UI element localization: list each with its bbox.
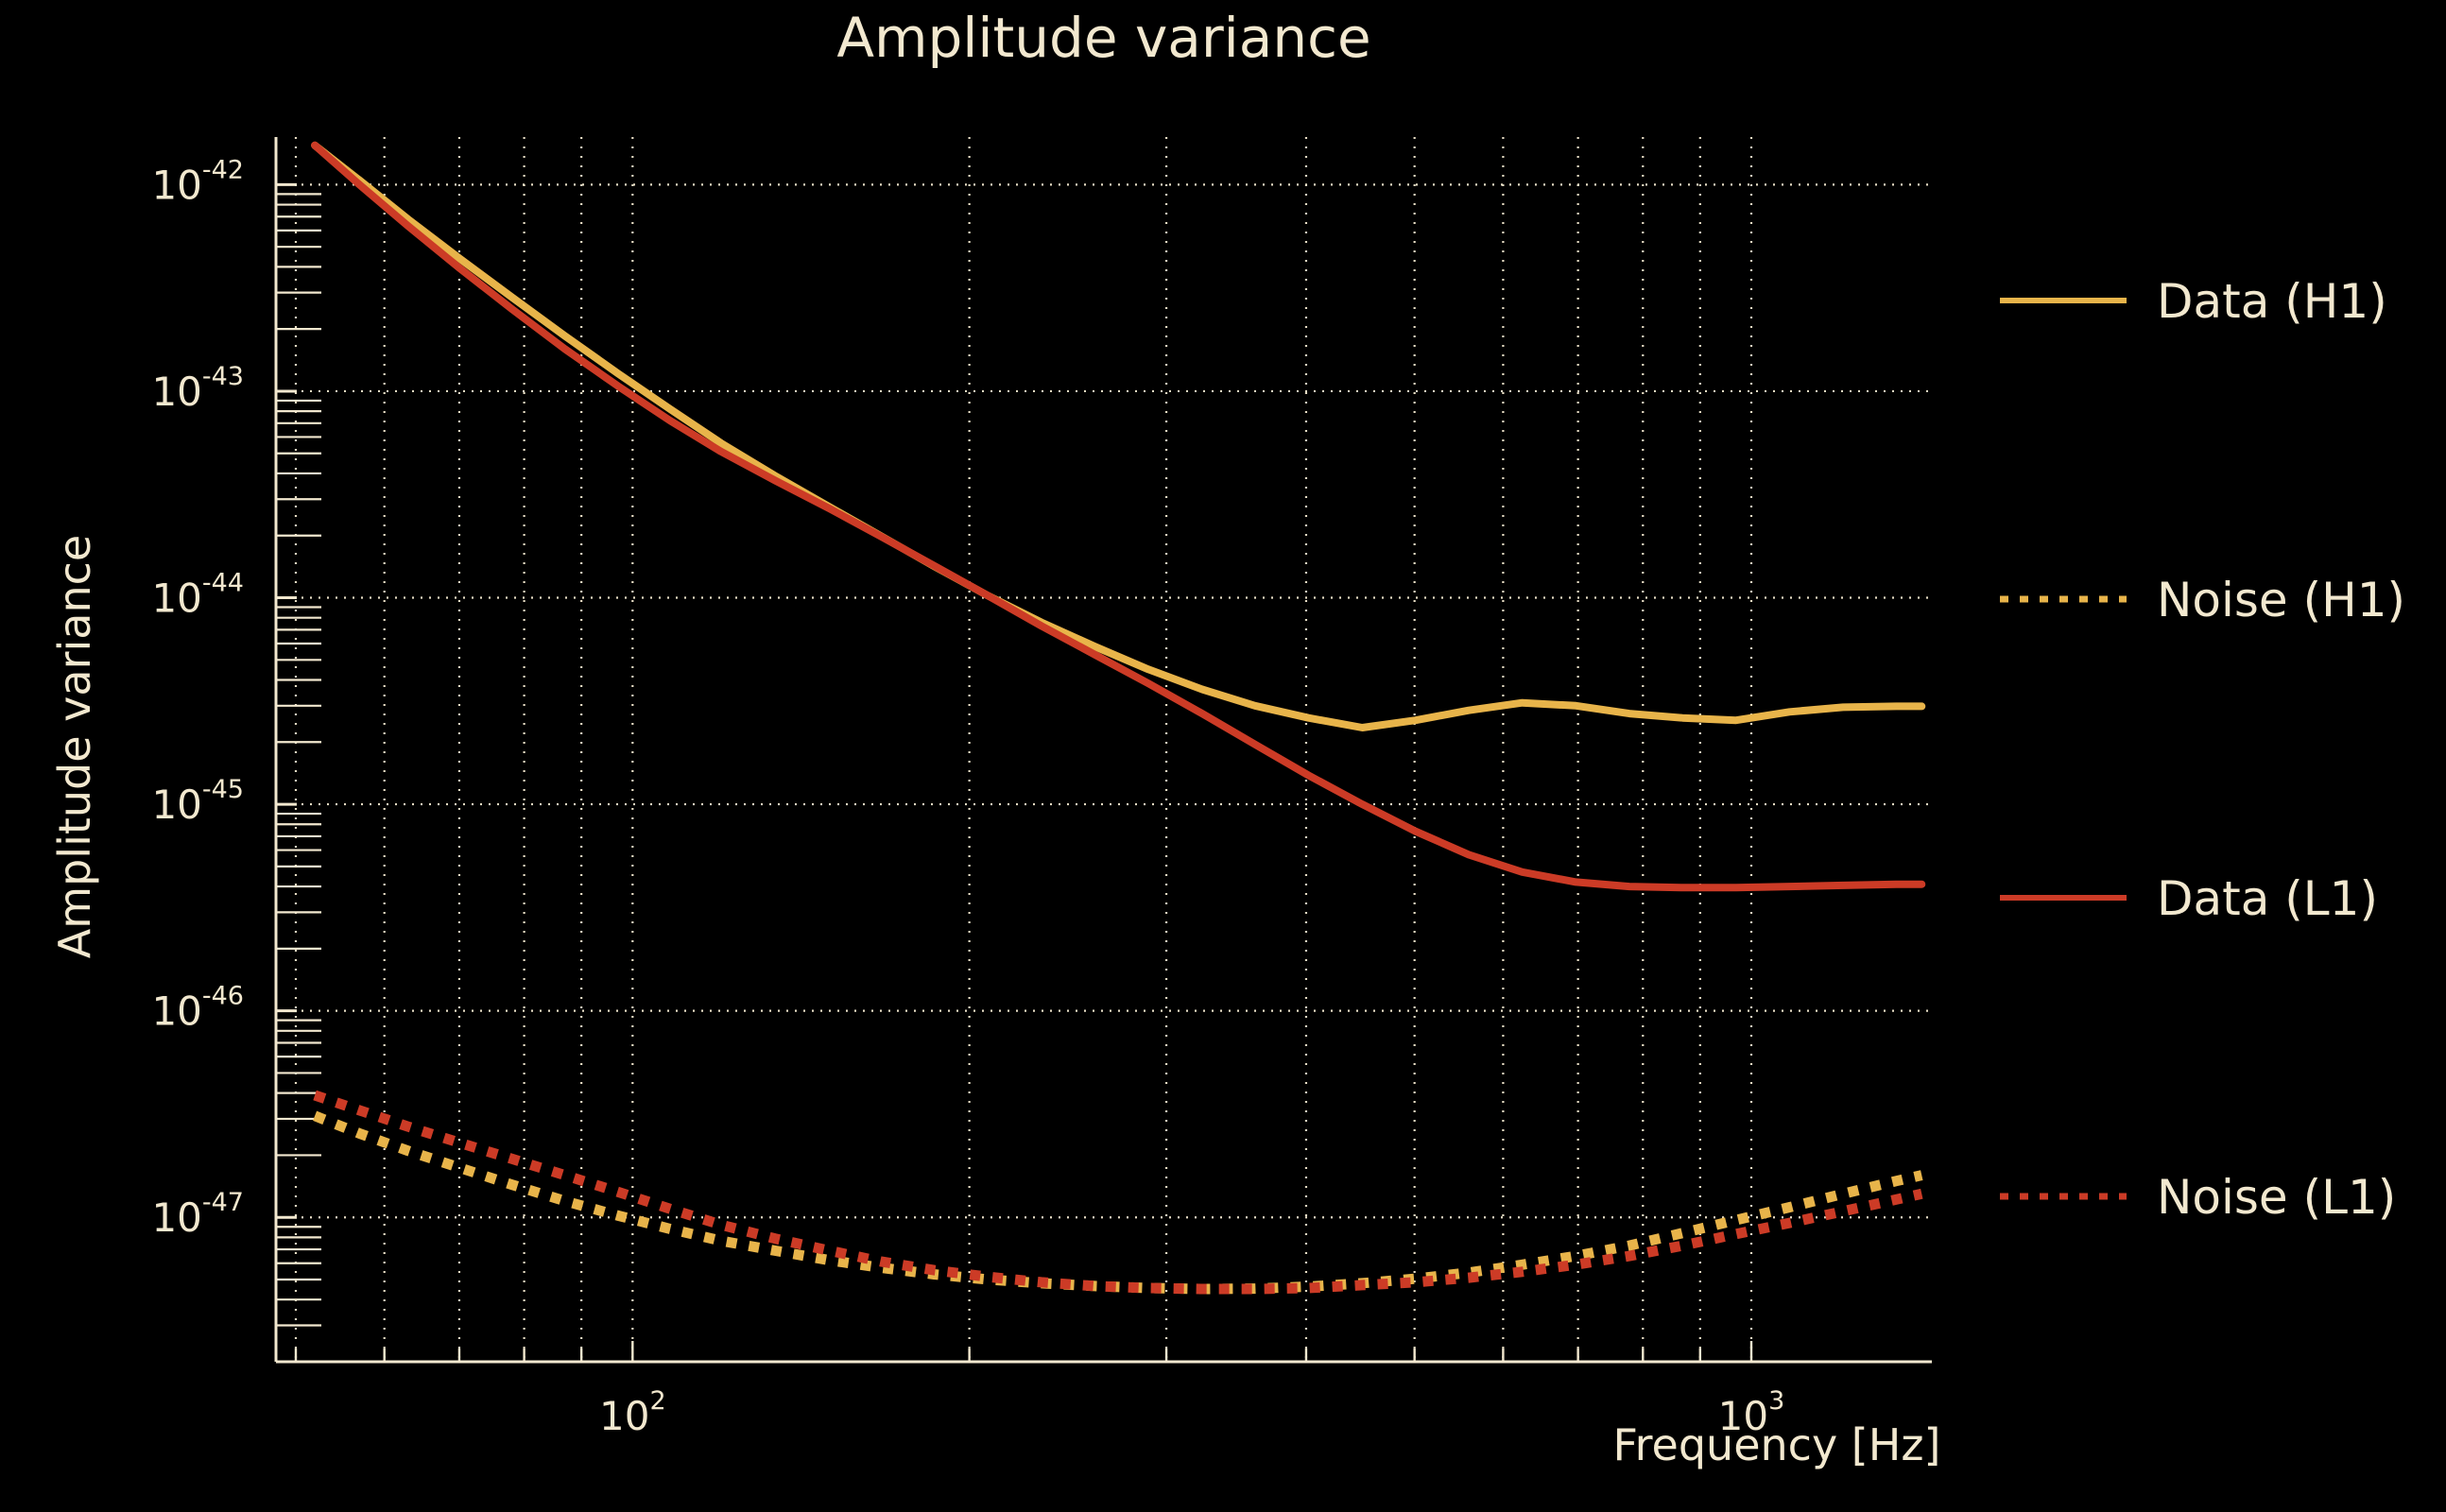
- x-tick-label: 103: [1718, 1386, 1785, 1439]
- x-tick-label: 102: [599, 1386, 666, 1439]
- minor-ticks: [276, 193, 321, 1364]
- x-axis-label: Frequency [Hz]: [1613, 1419, 1941, 1470]
- y-tick-label: 10-44: [151, 569, 244, 622]
- y-tick-label: 10-42: [151, 155, 244, 208]
- y-tick-label: 10-46: [151, 982, 244, 1035]
- chart-legend: Data (H1) Noise (H1) Data (L1) Noise (L1): [2000, 274, 2405, 1225]
- y-tick-label: 10-47: [151, 1188, 244, 1241]
- series-line: [313, 1110, 1923, 1295]
- data-series: [311, 141, 1926, 1295]
- major-ticks: [276, 182, 1753, 1362]
- x-tick-labels: 102 103: [599, 1386, 1784, 1439]
- legend-label: Data (L1): [2157, 871, 2378, 926]
- series-line: [313, 1090, 1923, 1295]
- series-line: [311, 141, 1926, 892]
- y-tick-labels: 10-42 10-43 10-44 10-45 10-46 10-47: [151, 155, 244, 1241]
- legend-label: Noise (L1): [2157, 1170, 2396, 1225]
- axis-spines: [274, 137, 1932, 1364]
- y-tick-label: 10-43: [151, 362, 244, 415]
- series-line: [311, 141, 1926, 731]
- legend-label: Noise (H1): [2157, 573, 2405, 627]
- y-axis-label: Amplitude variance: [49, 535, 100, 958]
- legend-label: Data (H1): [2157, 274, 2387, 329]
- y-tick-label: 10-45: [151, 775, 244, 828]
- gridlines: [276, 137, 1932, 1362]
- page-title: Amplitude variance: [836, 6, 1370, 70]
